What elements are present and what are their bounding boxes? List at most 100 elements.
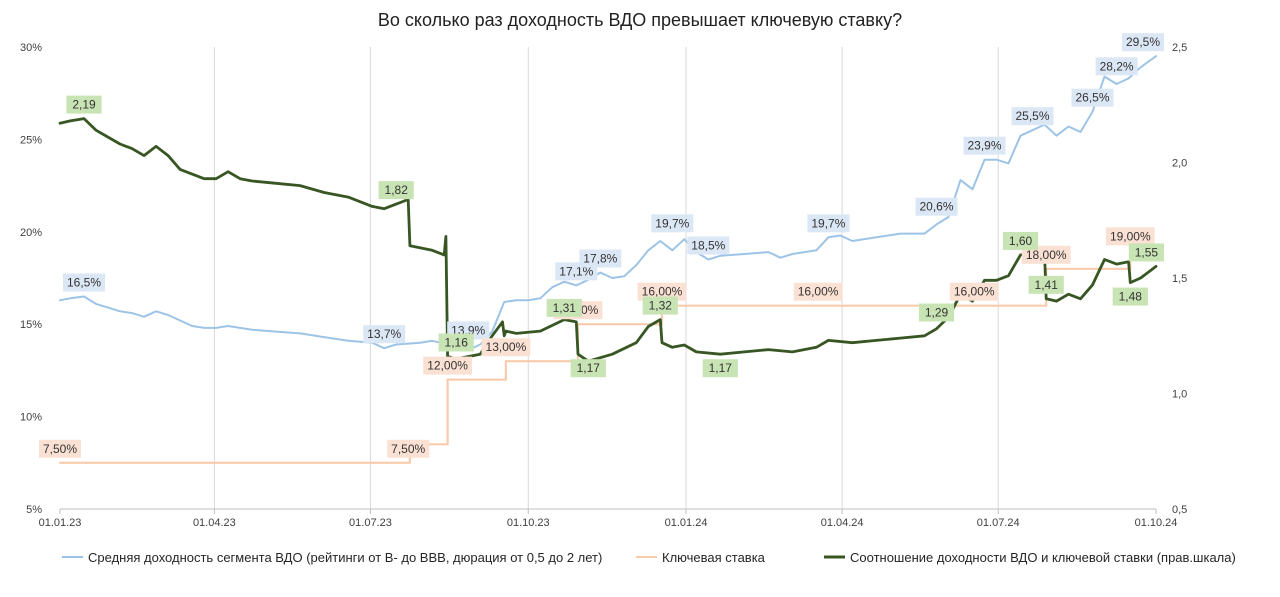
data-label-text: 1,17 <box>577 361 601 375</box>
key_rate-data-label: 19,00% <box>1105 227 1155 246</box>
x-tick-label: 01.07.23 <box>349 517 392 529</box>
x-tick-label: 01.07.24 <box>977 517 1020 529</box>
data-label-text: 13,00% <box>486 340 527 354</box>
data-label-box <box>793 282 843 301</box>
data-label-text: 16,5% <box>67 276 101 290</box>
data-label-text: 12,00% <box>427 359 468 373</box>
data-label-box <box>687 236 730 255</box>
x-tick-label: 01.04.23 <box>193 517 236 529</box>
data-label-box <box>642 296 678 315</box>
data-label-text: 20,6% <box>919 200 953 214</box>
key_rate-data-label: 18,00% <box>1021 245 1071 264</box>
data-label-box <box>481 338 531 357</box>
data-label-text: 29,5% <box>1126 35 1160 49</box>
y-left-tick-label: 25% <box>20 134 42 146</box>
data-label-text: 1,17 <box>709 361 733 375</box>
vdo-data-label: 13,7% <box>363 325 406 344</box>
data-label-text: 23,9% <box>967 139 1001 153</box>
vdo-data-label: 23,9% <box>963 136 1006 155</box>
data-label-box <box>918 303 955 322</box>
ratio-data-label: 1,16 <box>438 333 474 352</box>
y-left-tick-label: 5% <box>26 504 42 516</box>
data-label-text: 1,16 <box>445 336 469 350</box>
data-label-box <box>1021 245 1071 264</box>
y-right-tick-label: 0,5 <box>1172 504 1187 516</box>
y-left-tick-label: 20% <box>20 227 42 239</box>
data-label-box <box>1128 243 1164 262</box>
data-label-text: 19,7% <box>655 216 689 230</box>
data-label-text: 18,5% <box>691 239 725 253</box>
data-label-text: 16,00% <box>954 285 995 299</box>
vdo-data-label: 20,6% <box>915 197 958 216</box>
data-label-text: 28,2% <box>1100 59 1134 73</box>
key_rate-data-label: 13,00% <box>481 338 531 357</box>
key_rate-data-label: 7,50% <box>387 439 430 458</box>
y-right-tick-label: 1,0 <box>1172 389 1187 401</box>
legend-label-vdo: Средняя доходность сегмента ВДО (рейтинг… <box>88 550 602 565</box>
vdo-data-label: 19,7% <box>651 214 694 233</box>
key_rate-data-label: 16,00% <box>793 282 843 301</box>
data-label-box <box>63 273 105 292</box>
data-label-text: 17,8% <box>583 252 617 266</box>
data-label-box <box>546 298 582 317</box>
ratio-data-label: 1,60 <box>1002 231 1039 250</box>
ratio-data-label: 1,32 <box>642 296 678 315</box>
x-tick-label: 01.10.24 <box>1135 517 1178 529</box>
data-label-box <box>702 359 738 378</box>
data-label-text: 19,00% <box>1110 229 1151 243</box>
data-label-text: 7,50% <box>391 442 425 456</box>
data-label-box <box>363 325 406 344</box>
data-label-text: 16,00% <box>642 285 683 299</box>
ratio-data-label: 1,48 <box>1112 287 1148 306</box>
data-label-box <box>1105 227 1155 246</box>
vdo-data-label: 18,5% <box>687 236 730 255</box>
legend-label-key_rate: Ключевая ставка <box>662 550 766 565</box>
data-labels: 16,5%13,7% 13,9%17,1%17,8%19,7%18,5%19,7%… <box>39 33 1164 458</box>
key_rate-data-label: 12,00% <box>423 356 472 375</box>
ratio-data-label: 1,82 <box>378 181 414 200</box>
y-left-tick-label: 10% <box>20 412 42 424</box>
data-label-box <box>570 359 606 378</box>
x-tick-label: 01.10.23 <box>507 517 550 529</box>
ratio-data-label: 1,55 <box>1128 243 1164 262</box>
vdo-data-label: 16,5% <box>63 273 105 292</box>
data-label-box <box>39 439 81 458</box>
legend-label-ratio: Соотношение доходности ВДО и ключевой ст… <box>850 550 1236 565</box>
key_rate-data-label: 7,50% <box>39 439 81 458</box>
data-label-box <box>1028 275 1064 294</box>
data-label-text: 2,19 <box>72 98 96 112</box>
data-label-box <box>1002 231 1039 250</box>
vdo-data-label: 28,2% <box>1095 57 1138 76</box>
data-label-text: 18,00% <box>1026 248 1067 262</box>
vdo-data-label: 26,5% <box>1071 88 1114 107</box>
vdo-layer <box>59 55 1157 352</box>
key_rate-data-label: 16,00% <box>949 282 999 301</box>
ratio-data-label: 1,29 <box>918 303 955 322</box>
data-label-text: 19,7% <box>811 216 845 230</box>
data-label-box <box>963 136 1006 155</box>
data-label-box <box>949 282 999 301</box>
data-label-text: 25,5% <box>1015 109 1049 123</box>
vdo-data-label: 17,8% <box>579 249 622 268</box>
data-label-box <box>637 282 687 301</box>
data-label-text: 1,82 <box>385 183 409 197</box>
data-label-box <box>807 214 850 233</box>
data-label-box <box>1071 88 1114 107</box>
data-label-box <box>1011 107 1054 126</box>
data-label-text: 1,31 <box>553 301 577 315</box>
ratio-data-label: 1,17 <box>702 359 738 378</box>
data-label-text: 17,1% <box>559 264 593 278</box>
grid <box>213 47 999 509</box>
data-label-box <box>387 439 430 458</box>
vdo-data-label: 19,7% <box>807 214 850 233</box>
x-tick-label: 01.01.24 <box>665 517 708 529</box>
data-label-box <box>1112 287 1148 306</box>
ratio-line <box>58 117 1158 363</box>
data-label-text: 1,60 <box>1009 234 1033 248</box>
y-right-tick-label: 1,5 <box>1172 273 1187 285</box>
ratio-data-label: 1,41 <box>1028 275 1064 294</box>
data-label-text: 7,50% <box>43 442 77 456</box>
ratio-data-label: 1,31 <box>546 298 582 317</box>
y-right-tick-label: 2,5 <box>1172 42 1187 54</box>
